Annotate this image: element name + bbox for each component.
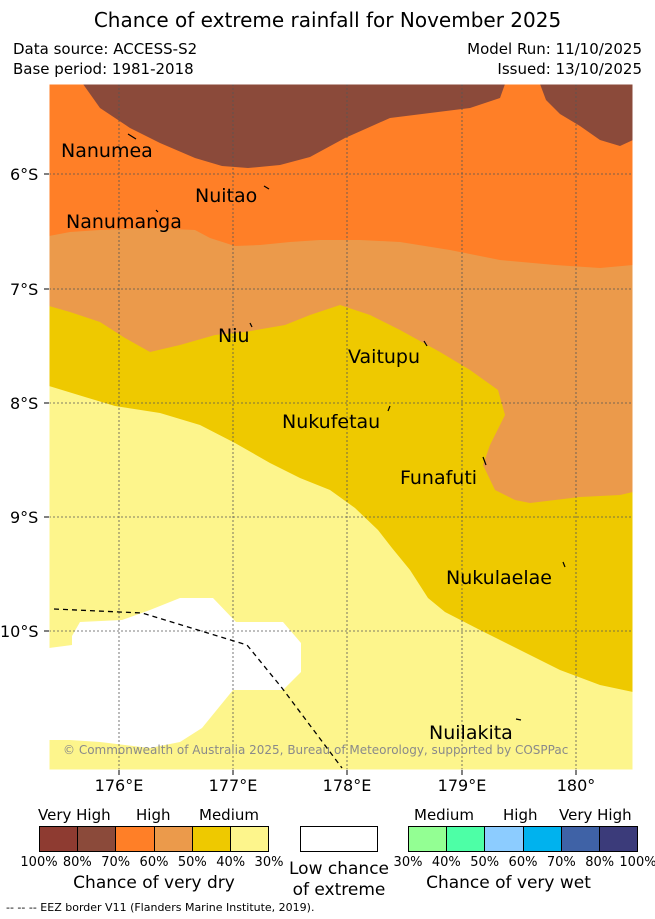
legend-dry-percent-label-1: 80% (62, 855, 92, 870)
island-label-nuitao: Nuitao (195, 185, 258, 207)
lat-label-9s: 9°S (10, 508, 39, 527)
legend-dry-percent-label-4: 50% (177, 855, 207, 870)
legend-low-chance-swatch (300, 826, 378, 852)
legend-wet-high: High (503, 806, 538, 824)
legend-dry-high: High (136, 806, 171, 824)
legend-dry-swatch-0 (40, 827, 78, 851)
legend-dry-swatch-3 (153, 827, 192, 851)
lat-label-7s: 7°S (10, 280, 39, 299)
legend-wet-percent-label-1: 40% (431, 855, 461, 870)
legend-dry-swatch-5 (229, 827, 269, 851)
legend-wet-swatch-2 (484, 827, 523, 851)
lon-label-179e: 179°E (437, 776, 487, 795)
legend-dry-percent-label-0: 100% (20, 855, 58, 870)
legend-dry-medium: Medium (199, 806, 259, 824)
lat-label-10s: 10°S (0, 622, 39, 641)
island-label-nukulaelae: Nukulaelae (446, 567, 552, 589)
zone-low-chance (49, 598, 301, 748)
legend-dry-very-high: Very High (38, 806, 111, 824)
island-label-nukufetau: Nukufetau (282, 411, 381, 433)
legend-wet-caption: Chance of very wet (426, 873, 591, 893)
legend-wet-percent-label-6: 100% (619, 855, 655, 870)
island-label-niu: Niu (218, 325, 250, 347)
legend-wet-percent-label-3: 60% (508, 855, 538, 870)
legend-dry-swatch-2 (115, 827, 154, 851)
map-frame (48, 83, 634, 771)
lon-label-180: 180° (556, 776, 596, 795)
model-run: Model Run: 11/10/2025 (467, 40, 642, 58)
island-label-nuilakita: Nuilakita (429, 722, 513, 744)
legend-low-chance-caption-2: of extreme (292, 880, 386, 900)
legend-dry-caption: Chance of very dry (73, 873, 235, 893)
axis-ticks (44, 173, 577, 775)
legend-dry-percent-label-2: 70% (101, 855, 131, 870)
legend-wet-swatch-3 (522, 827, 561, 851)
lon-label-176e: 176°E (94, 776, 144, 795)
legend-wet-swatch-0 (409, 827, 447, 851)
lat-label-6s: 6°S (10, 165, 39, 184)
legend-dry-swatch-1 (77, 827, 116, 851)
island-outlines (127, 133, 566, 721)
legend-wet-swatch-5 (598, 827, 638, 851)
legend-wet-percent-label-0: 30% (393, 855, 423, 870)
data-source: Data source: ACCESS-S2 (13, 40, 198, 58)
legend-dry-percent-label-5: 40% (216, 855, 246, 870)
island-label-vaitupu: Vaitupu (348, 346, 421, 368)
legend-dry-swatch-4 (191, 827, 230, 851)
issued-date: Issued: 13/10/2025 (497, 60, 642, 78)
copyright-notice: © Commonwealth of Australia 2025, Bureau… (63, 743, 569, 757)
island-label-funafuti: Funafuti (400, 467, 478, 489)
legend-wet-swatch-1 (446, 827, 485, 851)
zone-very-high-dry (83, 84, 505, 168)
legend-low-chance-caption-1: Low chance (289, 859, 389, 879)
legend-wet-percent-label-4: 70% (546, 855, 576, 870)
legend-wet-medium: Medium (414, 806, 474, 824)
zone-very-high-dry-east (540, 84, 633, 146)
legend-wet-swatch-4 (560, 827, 599, 851)
map-title: Chance of extreme rainfall for November … (93, 8, 562, 32)
legend-wet-very-high: Very High (559, 806, 632, 824)
legend-wet-percent-label-2: 50% (470, 855, 500, 870)
island-label-nanumanga: Nanumanga (66, 211, 182, 233)
legend-dry-percent-label-6: 30% (254, 855, 284, 870)
eez-border-line (53, 608, 343, 769)
legend-dry-percent-label-3: 60% (139, 855, 169, 870)
lon-label-177e: 177°E (208, 776, 258, 795)
legend-wet-colorbar (408, 826, 638, 852)
island-label-nanumea: Nanumea (61, 140, 153, 162)
base-period: Base period: 1981-2018 (13, 60, 194, 78)
eez-border-note: -- -- -- EEZ border V11 (Flanders Marine… (6, 901, 315, 914)
lon-label-178e: 178°E (322, 776, 372, 795)
lat-label-8s: 8°S (10, 394, 39, 413)
legend-dry-colorbar (39, 826, 269, 852)
graticule (49, 84, 633, 770)
legend-wet-percent-label-5: 80% (585, 855, 615, 870)
